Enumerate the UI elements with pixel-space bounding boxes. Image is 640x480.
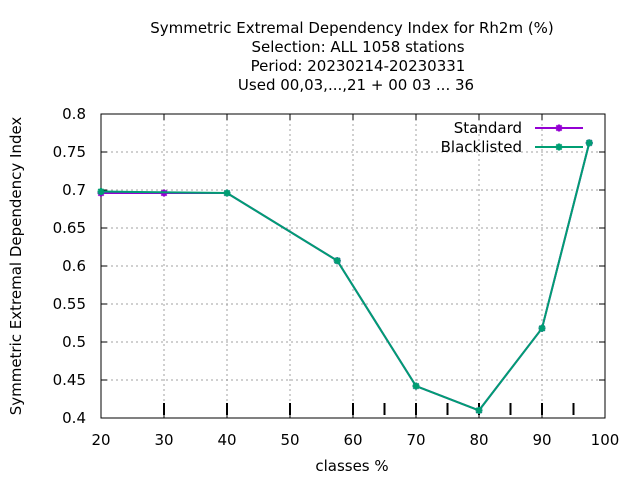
y-tick-label: 0.45 [53, 371, 86, 389]
data-point-blacklisted [538, 324, 546, 332]
y-tick-label: 0.5 [62, 333, 86, 351]
legend-marker-standard [555, 124, 563, 132]
x-tick-label: 20 [91, 431, 110, 449]
data-point-blacklisted [585, 139, 593, 147]
title-line-2: Selection: ALL 1058 stations [251, 38, 464, 56]
y-tick-label: 0.65 [53, 219, 86, 237]
data-point-blacklisted [412, 382, 420, 390]
y-tick-label: 0.4 [62, 409, 86, 427]
grid [101, 114, 605, 418]
title-line-1: Symmetric Extremal Dependency Index for … [150, 19, 554, 37]
x-tick-label: 30 [154, 431, 173, 449]
x-tick-label: 70 [406, 431, 425, 449]
x-axis: 20 30 40 50 60 70 80 90 100 [91, 114, 619, 449]
y-axis: 0.4 0.45 0.5 0.55 0.6 0.65 0.7 0.75 0.8 [53, 105, 605, 427]
x-tick-label: 60 [343, 431, 362, 449]
legend-label-standard: Standard [454, 119, 522, 137]
data-point-blacklisted [97, 188, 105, 196]
y-tick-label: 0.6 [62, 257, 86, 275]
legend-label-blacklisted: Blacklisted [441, 138, 522, 156]
data-point-blacklisted [333, 257, 341, 265]
title-line-4: Used 00,03,...,21 + 00 03 ... 36 [238, 76, 474, 94]
y-tick-label: 0.8 [62, 105, 86, 123]
x-tick-label: 100 [591, 431, 620, 449]
chart-title: Symmetric Extremal Dependency Index for … [150, 19, 554, 94]
x-tick-label: 40 [217, 431, 236, 449]
y-tick-label: 0.55 [53, 295, 86, 313]
class-markers [163, 403, 575, 415]
x-tick-label: 80 [469, 431, 488, 449]
y-tick-label: 0.7 [62, 181, 86, 199]
x-axis-label: classes % [315, 457, 388, 475]
title-line-3: Period: 20230214-20230331 [251, 57, 466, 75]
y-axis-label: Symmetric Extremal Dependency Index [7, 117, 25, 416]
series [97, 139, 593, 414]
legend-marker-blacklisted [555, 143, 563, 151]
data-point-blacklisted [223, 189, 231, 197]
x-tick-label: 90 [532, 431, 551, 449]
x-tick-label: 50 [280, 431, 299, 449]
data-point-blacklisted [475, 406, 483, 414]
series-line-blacklisted [100, 142, 591, 412]
y-tick-label: 0.75 [53, 143, 86, 161]
series-line-standard [101, 142, 591, 412]
